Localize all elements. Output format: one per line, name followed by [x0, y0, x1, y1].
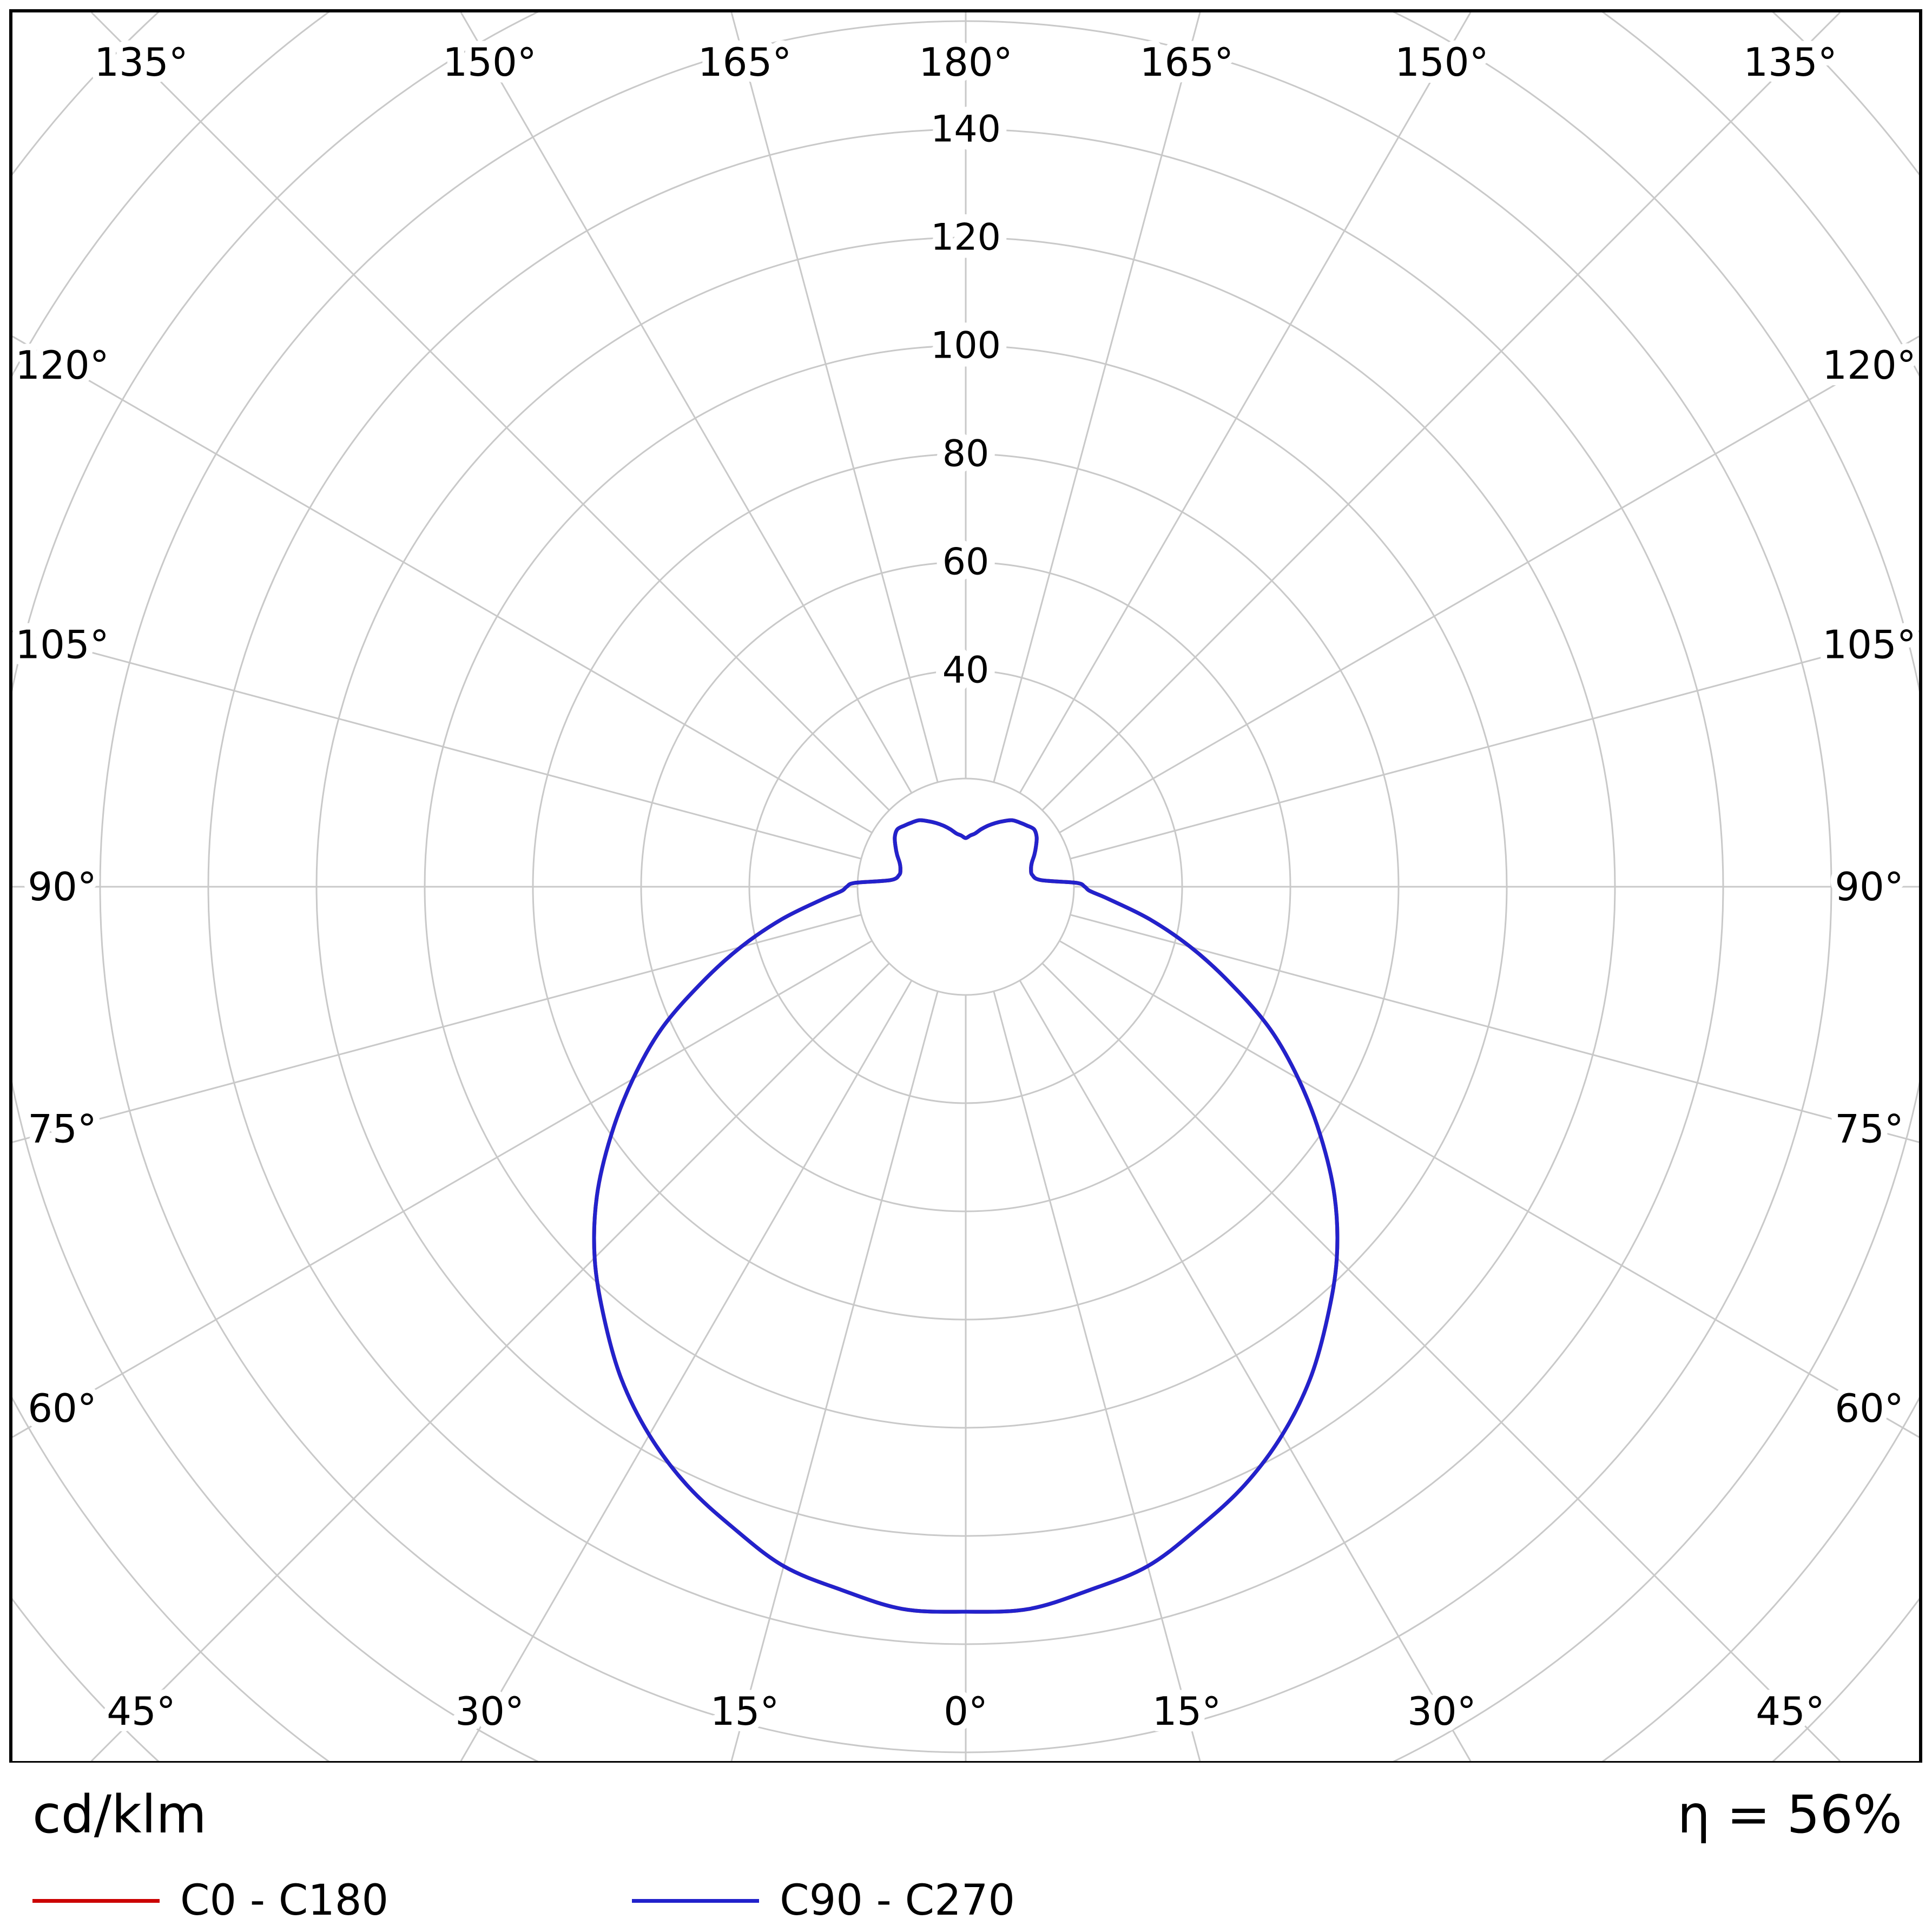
angle-label: 75°: [28, 1106, 97, 1152]
polar-grid-spoke: [1070, 914, 1919, 1143]
polar-grid-spoke: [993, 991, 1201, 1761]
angle-label: 45°: [107, 1689, 176, 1734]
angle-label: 45°: [1756, 1689, 1825, 1734]
polar-grid-spoke: [460, 12, 913, 794]
footer: cd/klm η = 56% C0 - C180 C90 - C270: [0, 1763, 1932, 1932]
radial-tick-label: 140: [931, 108, 1001, 151]
polar-grid-spoke: [993, 12, 1201, 783]
angle-label: 60°: [28, 1386, 97, 1431]
polar-grid-spoke: [1019, 12, 1472, 794]
legend: C0 - C180 C90 - C270: [32, 1876, 1015, 1925]
curves: [592, 818, 1340, 1614]
polar-grid-spoke: [1070, 630, 1919, 860]
angle-label: 0°: [944, 1689, 988, 1734]
legend-line-blue: [632, 1898, 760, 1903]
angle-label: 150°: [1395, 39, 1488, 85]
polar-grid-spoke: [90, 962, 890, 1761]
radial-tick-label: 100: [931, 325, 1001, 367]
polar-grid-spoke: [12, 335, 873, 834]
angle-label: 165°: [1140, 39, 1234, 85]
polar-grid-spoke: [12, 630, 862, 860]
polar-grid-spoke: [1041, 962, 1841, 1761]
unit-label: cd/klm: [32, 1784, 207, 1845]
radial-tick-label: 120: [931, 216, 1001, 259]
polar-grid-spoke: [1019, 980, 1472, 1761]
legend-item-c0-c180: C0 - C180: [32, 1876, 388, 1925]
radial-axis-labels: 40 60 80 100 120 140: [922, 100, 1009, 700]
angle-label: 105°: [1822, 622, 1916, 668]
angle-label: 135°: [1743, 39, 1837, 85]
angle-label: 90°: [1835, 864, 1904, 909]
angle-label: 30°: [1407, 1689, 1476, 1734]
angle-labels: 0° 15° 15° 30° 30° 45° 45° 60° 60° 75° 75° 90° 90° 10…: [9, 33, 1922, 1740]
angle-label: 180°: [919, 39, 1012, 85]
legend-label-c90-c270: C90 - C270: [780, 1876, 1015, 1925]
angle-label: 30°: [455, 1689, 524, 1734]
angle-label: 75°: [1835, 1106, 1904, 1152]
legend-label-c0-c180: C0 - C180: [180, 1876, 389, 1925]
angle-label: 105°: [15, 622, 109, 668]
polar-grid-spoke: [1041, 12, 1841, 811]
angle-label: 90°: [28, 864, 97, 909]
radial-tick-label: 40: [942, 649, 990, 692]
angle-label: 60°: [1835, 1386, 1904, 1431]
angle-label: 150°: [443, 39, 536, 85]
polar-grid-spoke: [12, 940, 873, 1438]
angle-label: 15°: [1152, 1689, 1222, 1734]
polar-grid-ring: [856, 777, 1075, 996]
polar-grid-spoke: [730, 12, 939, 783]
radial-tick-label: 60: [942, 541, 990, 584]
legend-item-c90-c270: C90 - C270: [632, 1876, 1015, 1925]
polar-grid-spoke: [1059, 335, 1919, 834]
polar-grid-spoke: [1059, 940, 1919, 1438]
efficiency-label: η = 56%: [1677, 1784, 1902, 1845]
legend-line-red: [32, 1898, 160, 1903]
polar-grid-spoke: [12, 914, 862, 1143]
curve-c90-c270: [592, 818, 1340, 1614]
angle-label: 135°: [94, 39, 188, 85]
polar-grid-spoke: [730, 991, 939, 1761]
angle-label: 120°: [15, 342, 109, 388]
angle-label: 15°: [710, 1689, 780, 1734]
angle-label: 165°: [698, 39, 792, 85]
radial-tick-label: 80: [942, 433, 990, 476]
polar-grid-spoke: [90, 12, 890, 811]
polar-grid-spoke: [460, 980, 913, 1761]
angle-label: 120°: [1822, 342, 1916, 388]
